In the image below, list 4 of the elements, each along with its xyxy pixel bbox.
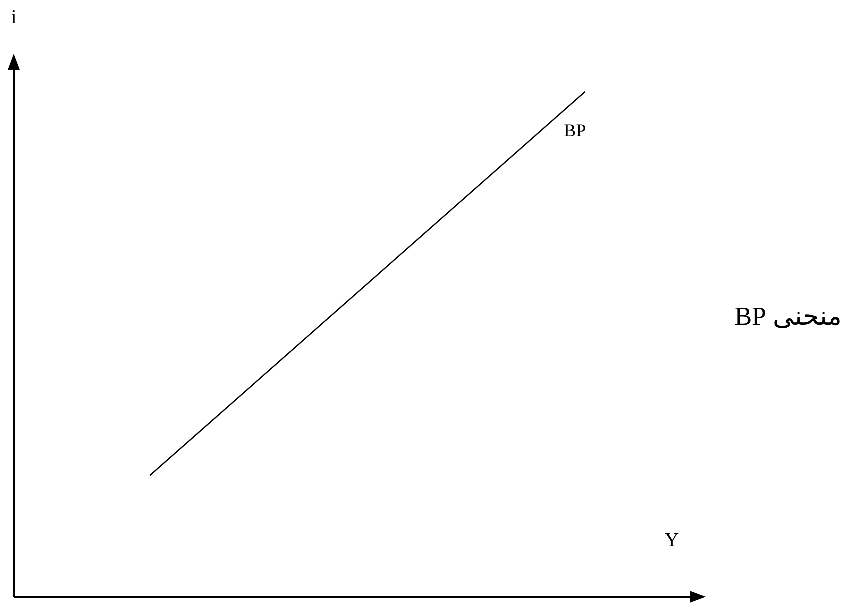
y-axis-title: i	[11, 6, 18, 28]
x-axis-title: Y	[664, 529, 680, 552]
text: منحنى BP	[734, 302, 842, 331]
series-label: BP	[564, 120, 586, 141]
